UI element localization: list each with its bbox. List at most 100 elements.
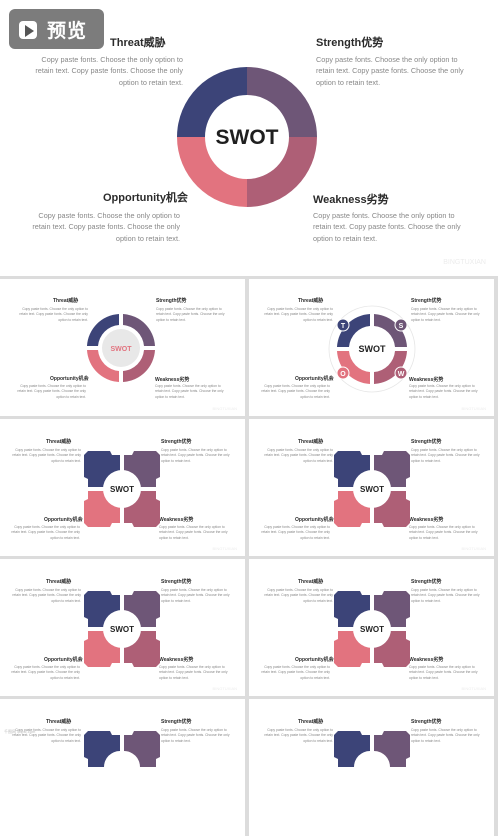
weakness-title: Weakness劣势 <box>409 377 444 383</box>
strength-text: Copy paste fonts. Choose the only option… <box>411 588 480 603</box>
strength-title: Strength优势 <box>161 579 192 585</box>
swot-ring-chart: T S O W SWOT <box>328 305 416 393</box>
swot-gear-chart <box>84 731 160 767</box>
threat-title: Threat威胁 <box>298 298 324 304</box>
swot-gear-chart: SWOT <box>334 451 410 527</box>
threat-text: Copy paste fonts. Choose the only option… <box>19 307 88 322</box>
swot-gear-chart: SWOT <box>334 591 410 667</box>
weakness-title: Weakness劣势 <box>155 377 190 383</box>
strength-title: Strength优势 <box>161 719 192 725</box>
threat-title: Threat威胁 <box>298 719 324 725</box>
swot-gear-chart <box>334 731 410 767</box>
threat-text: Copy paste fonts. Choose the only option… <box>12 588 81 603</box>
opportunity-title: Opportunity机会 <box>44 517 83 523</box>
strength-title: Strength优势 <box>411 298 442 304</box>
threat-text: Copy paste fonts. Choose the only option… <box>12 448 81 463</box>
watermark: BINGTUXIAN <box>212 546 237 551</box>
strength-text: Copy paste fonts. Choose the only option… <box>316 55 464 87</box>
swot-center-label: SWOT <box>359 344 386 354</box>
strength-title: Strength优势 <box>411 439 442 445</box>
swot-center-label: SWOT <box>110 625 134 634</box>
strength-text: Copy paste fonts. Choose the only option… <box>411 448 480 463</box>
footer-watermark: 千图网 58pic.com <box>4 729 36 734</box>
weakness-title: Weakness劣势 <box>159 517 194 523</box>
threat-text: Copy paste fonts. Choose the only option… <box>264 307 333 322</box>
watermark: BINGTUXIAN <box>212 686 237 691</box>
watermark: BINGTUXIAN <box>461 406 486 411</box>
threat-title: Threat威胁 <box>46 579 72 585</box>
strength-title: Strength优势 <box>316 37 384 49</box>
strength-text: Copy paste fonts. Choose the only option… <box>161 728 230 743</box>
weakness-text: Copy paste fonts. Choose the only option… <box>159 665 228 680</box>
weakness-title: Weakness劣势 <box>313 194 389 206</box>
weakness-text: Copy paste fonts. Choose the only option… <box>409 525 478 540</box>
strength-title: Strength优势 <box>411 579 442 585</box>
threat-title: Threat威胁 <box>298 439 324 445</box>
play-icon <box>19 21 37 39</box>
opportunity-segment <box>177 137 247 207</box>
watermark: BINGTUXIAN <box>443 259 486 266</box>
weakness-text: Copy paste fonts. Choose the only option… <box>313 211 461 243</box>
opportunity-text: Copy paste fonts. Choose the only option… <box>261 665 330 680</box>
swot-gear-chart: SWOT <box>84 591 160 667</box>
opportunity-text: Copy paste fonts. Choose the only option… <box>11 525 80 540</box>
opportunity-text: Copy paste fonts. Choose the only option… <box>17 384 86 399</box>
opportunity-title: Opportunity机会 <box>44 657 83 663</box>
letter-w: W <box>398 371 405 378</box>
weakness-text: Copy paste fonts. Choose the only option… <box>409 384 478 399</box>
weakness-text: Copy paste fonts. Choose the only option… <box>155 384 224 399</box>
strength-segment <box>247 67 317 137</box>
opportunity-text: Copy paste fonts. Choose the only option… <box>32 211 180 243</box>
threat-segment <box>177 67 247 137</box>
threat-title: Threat威胁 <box>53 298 79 304</box>
opportunity-title: Opportunity机会 <box>103 192 188 204</box>
slide-thumbnail[interactable]: Threat威胁 Copy paste fonts. Choose the on… <box>249 699 494 836</box>
slide-thumbnail[interactable]: Threat威胁 Copy paste fonts. Choose the on… <box>0 699 245 836</box>
letter-t: T <box>341 323 346 330</box>
slide-thumbnail[interactable]: Threat威胁 Copy paste fonts. Choose the on… <box>0 279 245 416</box>
threat-text: Copy paste fonts. Choose the only option… <box>264 728 333 743</box>
swot-center-label: SWOT <box>110 485 134 494</box>
opportunity-title: Opportunity机会 <box>295 376 334 382</box>
threat-title: Threat威胁 <box>46 719 72 725</box>
main-slide-preview[interactable]: 预览 Threat威胁 Copy paste fonts. Choose the… <box>0 0 498 276</box>
threat-text: Copy paste fonts. Choose the only option… <box>264 588 333 603</box>
threat-title: Threat威胁 <box>298 579 324 585</box>
strength-text: Copy paste fonts. Choose the only option… <box>411 728 480 743</box>
watermark: BINGTUXIAN <box>461 546 486 551</box>
weakness-text: Copy paste fonts. Choose the only option… <box>159 525 228 540</box>
strength-title: Strength优势 <box>156 298 187 304</box>
strength-text: Copy paste fonts. Choose the only option… <box>161 588 230 603</box>
slide-thumbnail[interactable]: Threat威胁 Copy paste fonts. Choose the on… <box>0 419 245 556</box>
strength-text: Copy paste fonts. Choose the only option… <box>161 448 230 463</box>
letter-s: S <box>399 323 404 330</box>
swot-center-label: SWOT <box>111 346 133 353</box>
opportunity-title: Opportunity机会 <box>295 517 334 523</box>
slide-thumbnail[interactable]: Threat威胁 Copy paste fonts. Choose the on… <box>249 419 494 556</box>
weakness-title: Weakness劣势 <box>409 657 444 663</box>
strength-text: Copy paste fonts. Choose the only option… <box>156 307 225 322</box>
threat-text: Copy paste fonts. Choose the only option… <box>35 55 183 87</box>
threat-text: Copy paste fonts. Choose the only option… <box>264 448 333 463</box>
swot-center-label: SWOT <box>360 485 384 494</box>
strength-text: Copy paste fonts. Choose the only option… <box>411 307 480 322</box>
swot-gear-chart: SWOT <box>84 451 160 527</box>
opportunity-title: Opportunity机会 <box>50 376 89 382</box>
opportunity-text: Copy paste fonts. Choose the only option… <box>11 665 80 680</box>
weakness-text: Copy paste fonts. Choose the only option… <box>409 665 478 680</box>
swot-ring-chart: SWOT <box>87 314 155 382</box>
swot-center-label: SWOT <box>360 625 384 634</box>
letter-o: O <box>340 371 346 378</box>
strength-title: Strength优势 <box>161 439 192 445</box>
swot-ring-chart: SWOT <box>177 67 317 207</box>
slide-thumbnail[interactable]: Threat威胁 Copy paste fonts. Choose the on… <box>249 279 494 416</box>
watermark: BINGTUXIAN <box>461 686 486 691</box>
preview-button-label: 预览 <box>47 20 88 42</box>
opportunity-title: Opportunity机会 <box>295 657 334 663</box>
preview-button[interactable]: 预览 <box>9 9 104 49</box>
slide-thumbnail[interactable]: Threat威胁 Copy paste fonts. Choose the on… <box>249 559 494 696</box>
threat-title: Threat威胁 <box>110 37 166 49</box>
strength-title: Strength优势 <box>411 719 442 725</box>
slide-thumbnail[interactable]: Threat威胁 Copy paste fonts. Choose the on… <box>0 559 245 696</box>
opportunity-text: Copy paste fonts. Choose the only option… <box>261 384 330 399</box>
